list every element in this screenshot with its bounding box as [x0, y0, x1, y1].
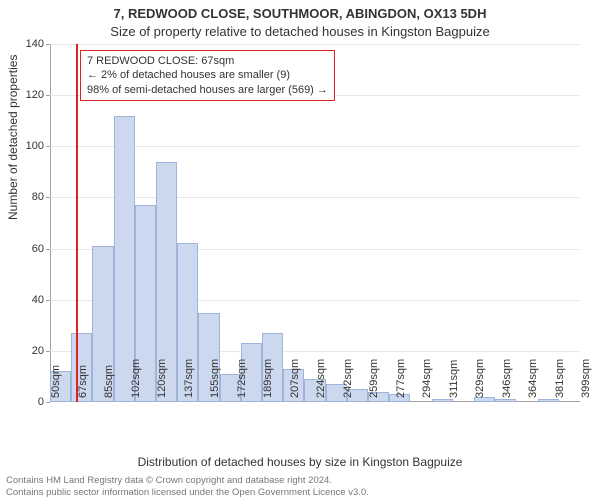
- xtick-label: 172sqm: [236, 359, 248, 398]
- ytick-mark: [46, 351, 50, 352]
- xtick-label: 207sqm: [289, 359, 301, 398]
- ytick-label: 20: [14, 345, 44, 357]
- histogram-bar: [538, 399, 559, 402]
- plot-area: 02040608010012014050sqm67sqm85sqm102sqm1…: [50, 44, 580, 402]
- xtick-label: 399sqm: [580, 359, 592, 398]
- x-axis-label: Distribution of detached houses by size …: [0, 455, 600, 469]
- xtick-label: 242sqm: [342, 359, 354, 398]
- annot-line: 7 REDWOOD CLOSE: 67sqm: [87, 54, 328, 68]
- annot-line: 98% of semi-detached houses are larger (…: [87, 83, 328, 97]
- ytick-mark: [46, 249, 50, 250]
- xtick-label: 189sqm: [262, 359, 274, 398]
- ytick-mark: [46, 146, 50, 147]
- ytick-label: 140: [14, 38, 44, 50]
- marker-line: [76, 44, 78, 402]
- xtick-label: 67sqm: [77, 365, 89, 398]
- xtick-label: 102sqm: [130, 359, 142, 398]
- xtick-label: 224sqm: [315, 359, 327, 398]
- xtick-label: 311sqm: [448, 360, 460, 398]
- ytick-mark: [46, 44, 50, 45]
- ytick-mark: [46, 197, 50, 198]
- xtick-label: 329sqm: [474, 359, 486, 398]
- xtick-label: 85sqm: [103, 365, 115, 398]
- chart-container: 7, REDWOOD CLOSE, SOUTHMOOR, ABINGDON, O…: [0, 0, 600, 500]
- xtick-label: 137sqm: [183, 359, 195, 398]
- ytick-label: 120: [14, 89, 44, 101]
- xtick-label: 294sqm: [421, 359, 433, 398]
- ytick-mark: [46, 300, 50, 301]
- annot-line: ← 2% of detached houses are smaller (9): [87, 68, 328, 82]
- xtick-label: 277sqm: [395, 359, 407, 398]
- footer-line: Contains public sector information licen…: [6, 487, 369, 498]
- footer-attribution: Contains HM Land Registry data © Crown c…: [6, 475, 369, 498]
- ytick-label: 60: [14, 243, 44, 255]
- histogram-bar: [495, 399, 516, 402]
- ytick-mark: [46, 95, 50, 96]
- gridline: [50, 44, 580, 45]
- address-title: 7, REDWOOD CLOSE, SOUTHMOOR, ABINGDON, O…: [0, 6, 600, 21]
- xtick-label: 381sqm: [554, 359, 566, 398]
- ytick-mark: [46, 402, 50, 403]
- xtick-label: 50sqm: [50, 365, 62, 398]
- footer-line: Contains HM Land Registry data © Crown c…: [6, 475, 369, 486]
- ytick-label: 80: [14, 191, 44, 203]
- xtick-label: 120sqm: [156, 359, 168, 398]
- ytick-label: 40: [14, 294, 44, 306]
- chart-subtitle: Size of property relative to detached ho…: [0, 24, 600, 39]
- histogram-bar: [432, 399, 453, 402]
- xtick-label: 364sqm: [527, 359, 539, 398]
- y-axis-line: [50, 44, 51, 402]
- xtick-label: 259sqm: [368, 359, 380, 398]
- ytick-label: 0: [14, 396, 44, 408]
- xtick-label: 155sqm: [209, 359, 221, 398]
- ytick-label: 100: [14, 140, 44, 152]
- marker-annotation: 7 REDWOOD CLOSE: 67sqm ← 2% of detached …: [80, 50, 335, 101]
- xtick-label: 346sqm: [501, 359, 513, 398]
